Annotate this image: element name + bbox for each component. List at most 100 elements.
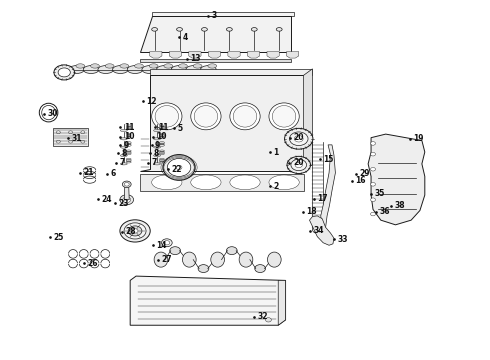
Ellipse shape	[294, 135, 303, 142]
Ellipse shape	[164, 64, 172, 68]
Polygon shape	[267, 51, 279, 58]
Polygon shape	[304, 69, 313, 171]
Ellipse shape	[152, 28, 158, 31]
Text: 10: 10	[156, 132, 167, 141]
Polygon shape	[150, 69, 313, 75]
Ellipse shape	[230, 103, 260, 130]
Polygon shape	[150, 51, 162, 58]
Ellipse shape	[170, 247, 180, 255]
Text: 26: 26	[88, 259, 98, 268]
Polygon shape	[228, 51, 240, 58]
Text: 8: 8	[153, 149, 159, 158]
Ellipse shape	[127, 66, 143, 73]
Polygon shape	[278, 280, 286, 325]
Ellipse shape	[120, 195, 134, 205]
Ellipse shape	[198, 265, 209, 273]
Ellipse shape	[54, 65, 74, 80]
Ellipse shape	[128, 226, 142, 236]
Ellipse shape	[272, 105, 296, 127]
Polygon shape	[189, 51, 201, 58]
Text: 20: 20	[293, 158, 303, 167]
Polygon shape	[208, 51, 220, 58]
Ellipse shape	[233, 105, 257, 127]
Ellipse shape	[154, 130, 160, 132]
Ellipse shape	[186, 66, 201, 73]
Text: 11: 11	[124, 123, 134, 132]
Ellipse shape	[295, 162, 302, 168]
Ellipse shape	[56, 131, 60, 134]
Text: 20: 20	[294, 133, 304, 142]
Ellipse shape	[58, 68, 71, 77]
Ellipse shape	[121, 138, 127, 140]
Text: 22: 22	[172, 165, 182, 174]
Text: 24: 24	[102, 194, 112, 203]
Ellipse shape	[81, 140, 85, 143]
Text: 28: 28	[125, 228, 136, 237]
Ellipse shape	[81, 131, 85, 134]
Ellipse shape	[91, 64, 99, 68]
Ellipse shape	[268, 252, 281, 267]
Ellipse shape	[121, 163, 127, 165]
Text: 4: 4	[182, 33, 188, 42]
Ellipse shape	[239, 252, 253, 267]
Ellipse shape	[120, 220, 150, 242]
Ellipse shape	[255, 265, 266, 273]
Ellipse shape	[171, 66, 187, 73]
Polygon shape	[140, 75, 304, 171]
Ellipse shape	[370, 167, 375, 171]
Polygon shape	[140, 17, 292, 51]
Text: 13: 13	[190, 54, 201, 63]
Text: 9: 9	[124, 141, 129, 150]
Text: 16: 16	[355, 176, 366, 185]
Ellipse shape	[154, 252, 168, 267]
Text: 9: 9	[155, 141, 160, 150]
Ellipse shape	[69, 131, 73, 134]
Text: 1: 1	[273, 148, 279, 157]
Polygon shape	[140, 59, 292, 62]
Text: 10: 10	[124, 132, 134, 141]
Ellipse shape	[167, 158, 191, 176]
Ellipse shape	[161, 239, 172, 247]
Text: 8: 8	[122, 149, 127, 158]
Ellipse shape	[164, 240, 170, 245]
Ellipse shape	[285, 129, 313, 149]
Polygon shape	[169, 51, 181, 58]
Text: 35: 35	[374, 189, 385, 198]
Ellipse shape	[276, 28, 282, 31]
Ellipse shape	[154, 146, 160, 148]
Ellipse shape	[182, 252, 196, 267]
Ellipse shape	[123, 197, 131, 203]
Ellipse shape	[291, 159, 307, 171]
Ellipse shape	[122, 181, 131, 188]
Text: 7: 7	[151, 158, 157, 167]
Ellipse shape	[105, 64, 114, 68]
Text: 31: 31	[72, 134, 82, 143]
Ellipse shape	[194, 105, 218, 127]
Ellipse shape	[124, 223, 146, 239]
Polygon shape	[321, 145, 335, 227]
Ellipse shape	[208, 64, 217, 68]
Ellipse shape	[370, 183, 375, 186]
Polygon shape	[310, 216, 334, 245]
Polygon shape	[152, 12, 294, 17]
Ellipse shape	[149, 64, 158, 68]
Ellipse shape	[76, 64, 85, 68]
Ellipse shape	[132, 229, 138, 233]
Text: 38: 38	[394, 201, 405, 210]
Ellipse shape	[121, 130, 127, 132]
Text: 18: 18	[306, 207, 317, 216]
Ellipse shape	[154, 138, 160, 140]
Text: 5: 5	[177, 123, 183, 132]
Ellipse shape	[69, 66, 84, 73]
Polygon shape	[247, 51, 260, 58]
Text: 33: 33	[338, 235, 348, 244]
Ellipse shape	[120, 64, 129, 68]
Ellipse shape	[370, 198, 375, 202]
Text: 30: 30	[47, 109, 58, 118]
Ellipse shape	[287, 156, 311, 174]
Ellipse shape	[56, 140, 60, 143]
Text: 15: 15	[323, 155, 334, 164]
Ellipse shape	[290, 132, 308, 145]
Ellipse shape	[226, 247, 237, 255]
Ellipse shape	[98, 66, 114, 73]
